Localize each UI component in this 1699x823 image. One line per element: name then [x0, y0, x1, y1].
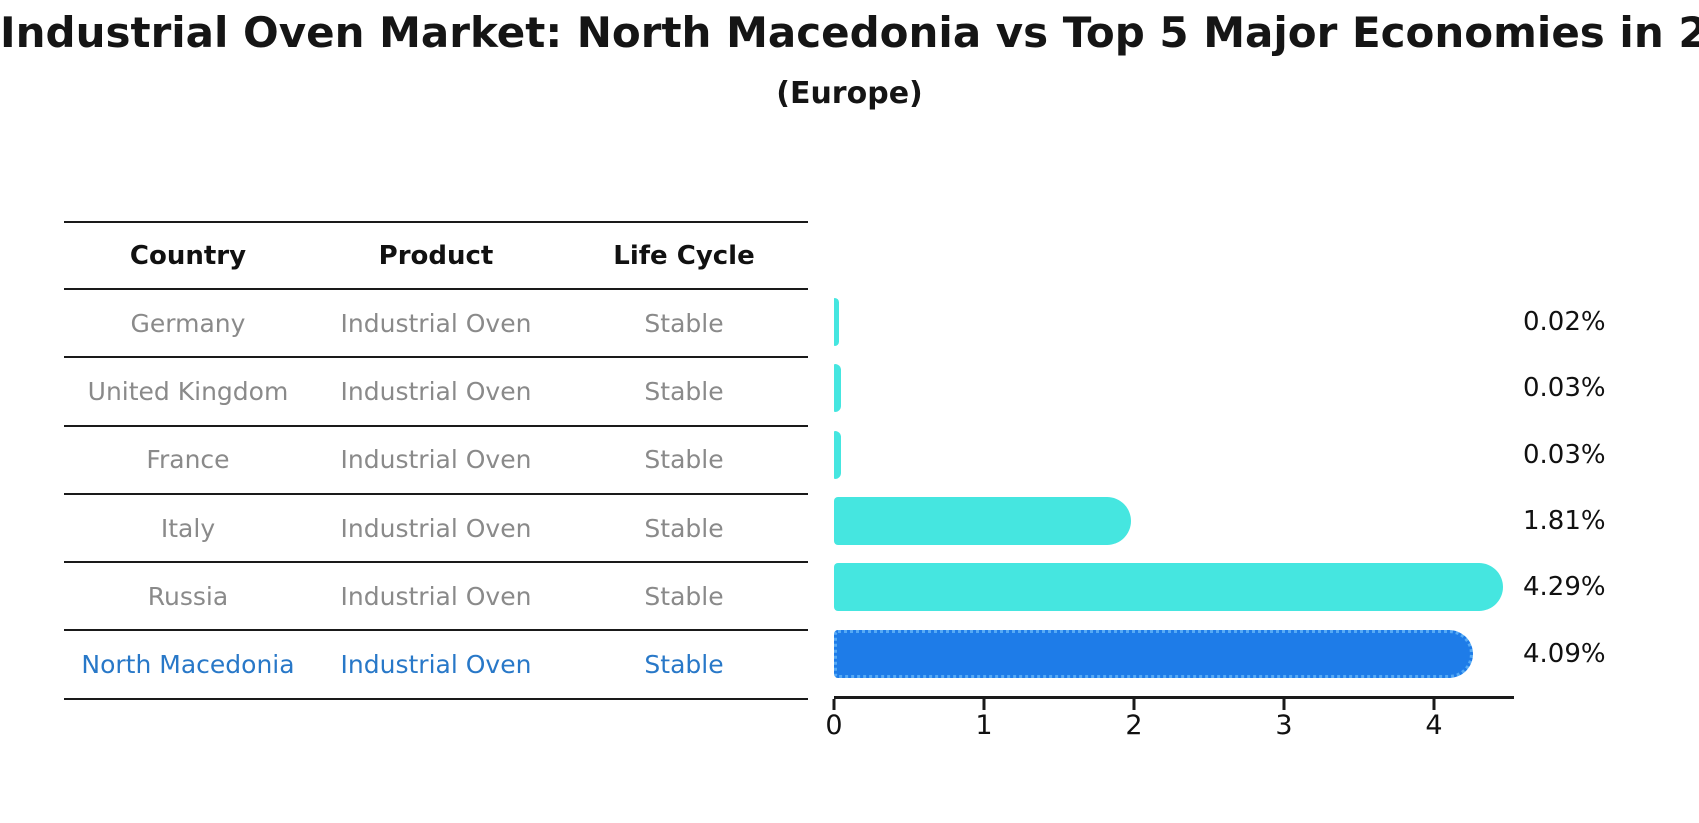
x-axis-tick	[1282, 699, 1286, 710]
x-axis	[834, 696, 1514, 699]
country-cell: Germany	[130, 308, 246, 338]
bar-value-label: 0.03%	[1523, 439, 1606, 470]
product-cell: Industrial Oven	[340, 513, 532, 543]
x-axis-tick-label: 2	[1125, 710, 1143, 741]
bar-value-label: 0.03%	[1523, 373, 1606, 404]
x-axis-tick	[982, 699, 986, 710]
x-axis-tick-label: 4	[1425, 710, 1443, 741]
table-row: United Kingdom Industrial Oven Stable	[64, 358, 808, 427]
table-row-highlighted: North Macedonia Industrial Oven Stable	[64, 631, 808, 700]
country-cell: North Macedonia	[81, 650, 295, 680]
bar-value-label: 4.29%	[1523, 572, 1606, 603]
x-axis-tick	[1132, 699, 1136, 710]
table-row: France Industrial Oven Stable	[64, 427, 808, 495]
bar-france	[834, 430, 841, 479]
table-header-row: Country Product Life Cycle	[64, 223, 808, 290]
bar-united-kingdom	[834, 364, 841, 413]
comparison-table: Country Product Life Cycle Germany Indus…	[64, 221, 808, 700]
bar-value-label: 0.02%	[1523, 307, 1606, 337]
product-cell: Industrial Oven	[340, 650, 532, 680]
x-axis-tick	[832, 699, 836, 710]
product-cell: Industrial Oven	[340, 581, 532, 611]
table-header-product: Product	[378, 240, 494, 271]
table-row: Italy Industrial Oven Stable	[64, 495, 808, 564]
lifecycle-cell: Stable	[644, 376, 724, 406]
table-header-life-cycle: Life Cycle	[613, 240, 755, 271]
lifecycle-cell: Stable	[644, 650, 724, 680]
bar-value-label: 1.81%	[1523, 505, 1606, 536]
table-header-country: Country	[129, 240, 247, 271]
bar-value-label: 4.09%	[1523, 638, 1606, 669]
x-axis-tick-label: 1	[975, 710, 993, 741]
country-cell: Russia	[147, 581, 229, 611]
product-cell: Industrial Oven	[340, 445, 532, 475]
lifecycle-cell: Stable	[644, 308, 724, 338]
x-axis-tick-label: 0	[825, 710, 843, 741]
country-cell: United Kingdom	[87, 376, 289, 406]
bar-germany	[834, 298, 839, 346]
country-cell: Italy	[160, 513, 216, 543]
lifecycle-cell: Stable	[644, 513, 724, 543]
product-cell: Industrial Oven	[340, 308, 532, 338]
lifecycle-cell: Stable	[644, 445, 724, 475]
lifecycle-cell: Stable	[644, 581, 724, 611]
page-title: Industrial Oven Market: North Macedonia …	[0, 8, 1699, 57]
x-axis-tick-label: 3	[1275, 710, 1293, 741]
product-cell: Industrial Oven	[340, 376, 532, 406]
bar-north-macedonia	[834, 629, 1473, 678]
country-cell: France	[146, 445, 230, 475]
x-axis-tick	[1432, 699, 1436, 710]
table-row: Germany Industrial Oven Stable	[64, 290, 808, 359]
bar-russia	[834, 563, 1503, 612]
table-row: Russia Industrial Oven Stable	[64, 563, 808, 632]
bar-italy	[834, 496, 1131, 545]
page-subtitle: (Europe)	[776, 76, 923, 111]
